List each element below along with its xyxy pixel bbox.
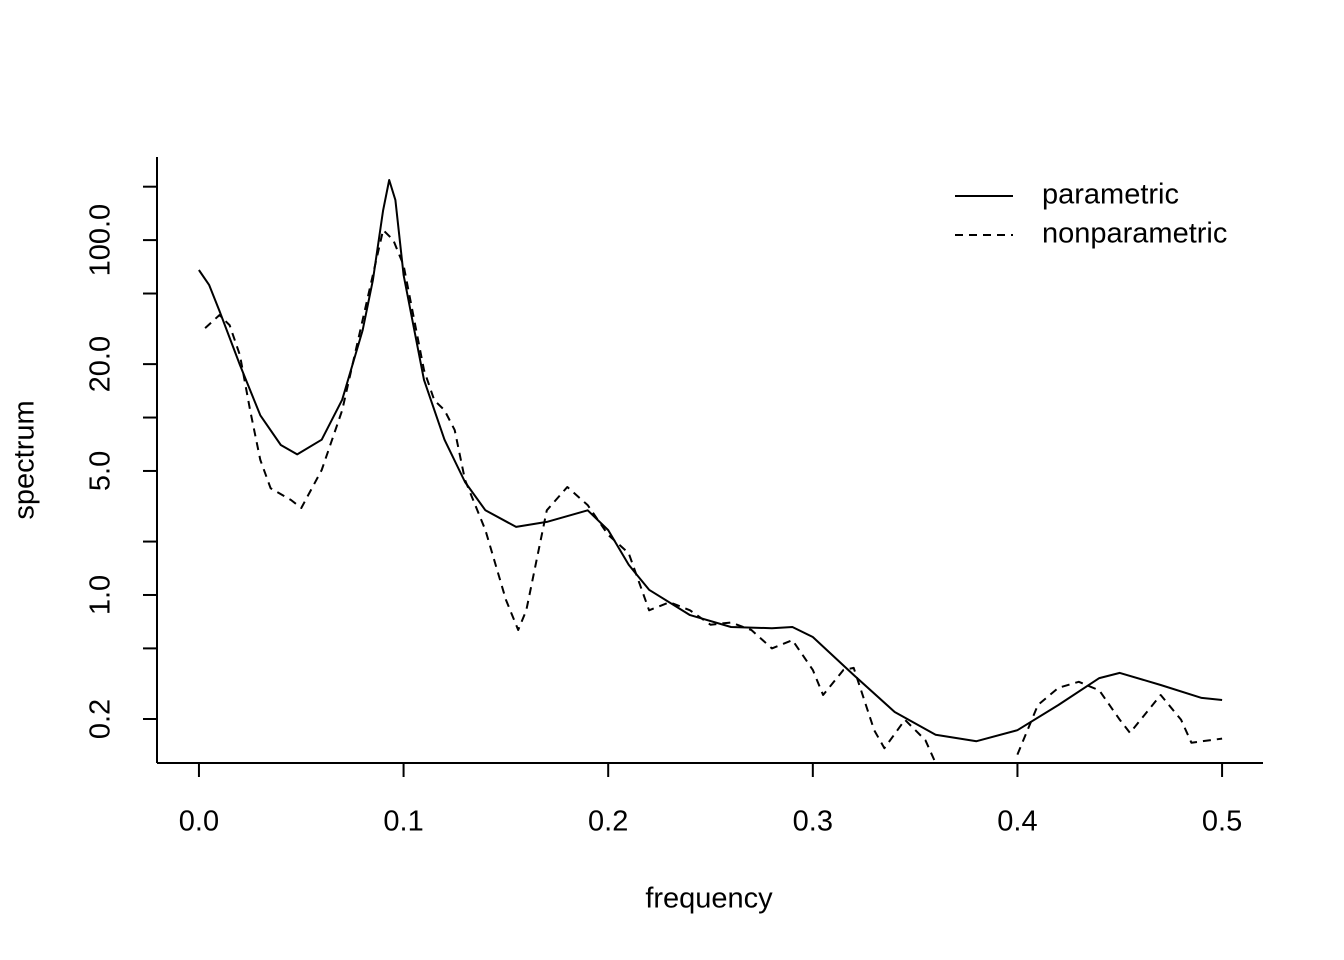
x-tick-label: 0.4	[997, 806, 1037, 838]
y-tick-label: 100.0	[85, 204, 117, 277]
x-axis-title: frequency	[645, 883, 773, 915]
y-tick-label: 0.2	[85, 699, 117, 739]
x-tick-label: 0.5	[1202, 806, 1242, 838]
legend-label: nonparametric	[1042, 218, 1227, 250]
plot-area	[198, 179, 1223, 763]
x-tick-label: 0.2	[588, 806, 628, 838]
x-tick-label: 0.1	[383, 806, 423, 838]
y-tick-label: 1.0	[85, 575, 117, 615]
series-line	[204, 229, 1223, 763]
legend-label: parametric	[1042, 179, 1179, 211]
y-tick-label: 5.0	[85, 451, 117, 491]
x-tick-label: 0.0	[179, 806, 219, 838]
y-axis-title: spectrum	[9, 400, 41, 519]
series-line	[198, 179, 1223, 743]
x-tick-label: 0.3	[793, 806, 833, 838]
y-tick-label: 20.0	[85, 336, 117, 392]
